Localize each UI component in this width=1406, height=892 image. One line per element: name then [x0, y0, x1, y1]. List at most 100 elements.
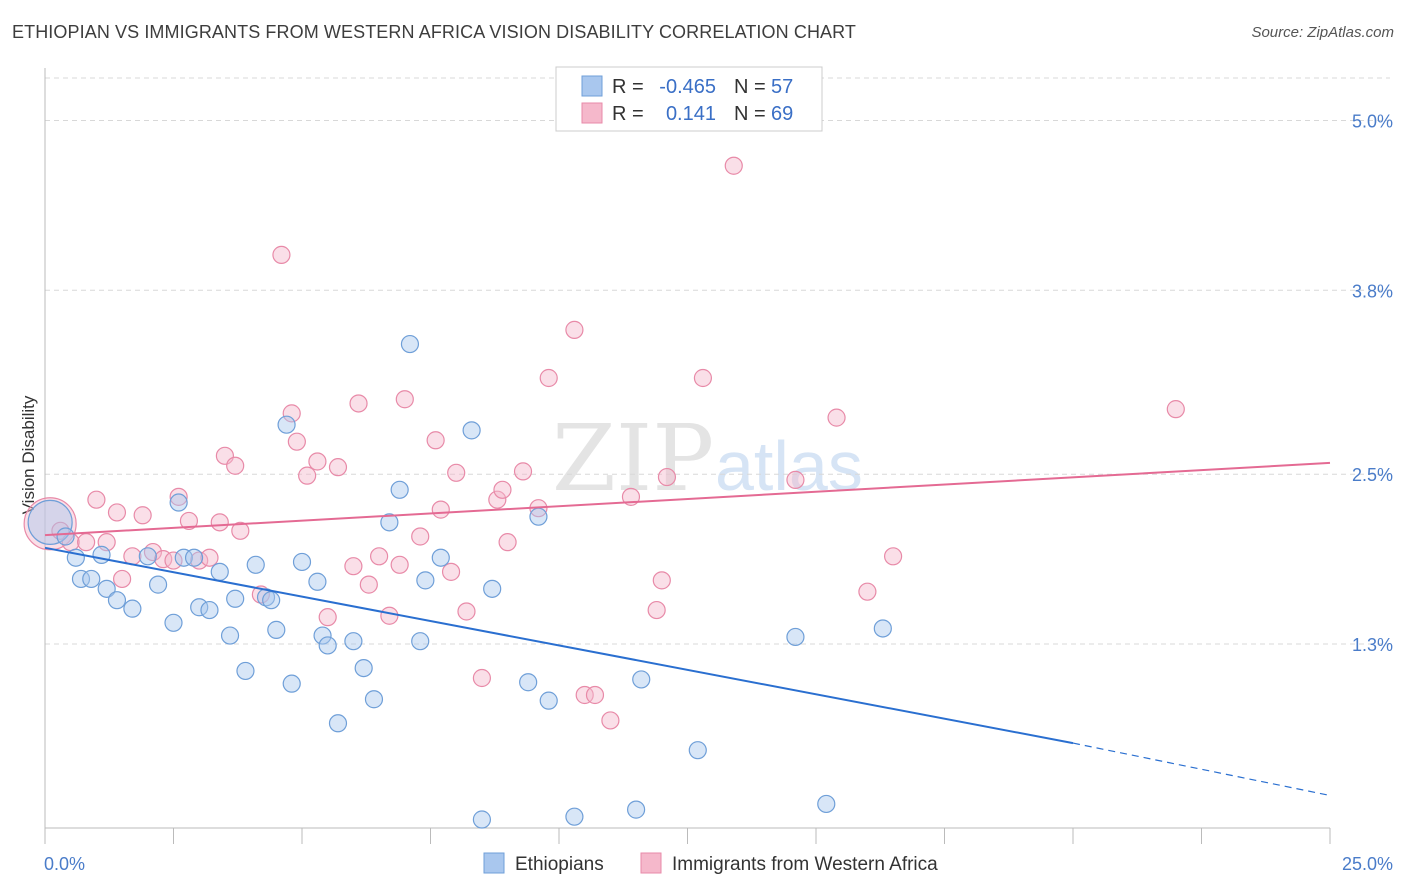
- immigrants-point-4: [87, 490, 106, 509]
- series-immigrants-western-africa: [23, 156, 1185, 730]
- immigrants-point-45: [498, 533, 517, 552]
- ethiopians-point-14: [184, 548, 204, 567]
- ethiopians-point-53: [873, 619, 892, 638]
- immigrants-point-25: [298, 466, 317, 485]
- immigrants-point-24: [287, 432, 306, 451]
- immigrants-point-6: [107, 503, 127, 522]
- ethiopians-point-3: [71, 569, 91, 589]
- ethiopians-point-18: [220, 626, 240, 645]
- immigrants-point-62: [1166, 400, 1185, 419]
- ethiopians-point-46: [539, 691, 558, 710]
- immigrants-point-44: [493, 480, 512, 499]
- immigrants-point-59: [827, 408, 846, 427]
- ethiopians-point-42: [472, 810, 491, 829]
- ethiopians-point-52: [817, 794, 836, 814]
- ethiopians-point-5: [92, 545, 111, 564]
- immigrants-point-35: [395, 390, 414, 409]
- immigrants-point-20: [231, 521, 250, 540]
- x-tick-label-1: 25.0%: [1342, 854, 1393, 874]
- ethiopians-point-45: [529, 507, 548, 526]
- immigrants-point-34: [390, 555, 409, 574]
- immigrants-point-15: [190, 551, 209, 570]
- ethiopians-point-19: [226, 589, 245, 608]
- ethiopians-point-7: [107, 591, 127, 610]
- trend-line-immigrants: [44, 461, 1331, 537]
- bottom-legend-label-immigrants: Immigrants from Western Africa: [672, 854, 938, 875]
- immigrants-point-63: [724, 156, 743, 175]
- legend-n-label-1: N =: [734, 76, 766, 98]
- ethiopians-point-41: [462, 421, 481, 440]
- ethiopians-point-25: [277, 415, 296, 434]
- immigrants-point-55: [652, 571, 671, 590]
- chart-title: ETHIOPIAN VS IMMIGRANTS FROM WESTERN AFR…: [12, 22, 857, 42]
- ethiopians-point-8: [123, 599, 142, 618]
- immigrants-point-23: [282, 404, 301, 423]
- ethiopians-point-44: [519, 673, 538, 692]
- ethiopians-point-47: [565, 807, 584, 826]
- ethiopians-point-24: [267, 620, 286, 639]
- series-legend: Ethiopians Immigrants from Western Afric…: [483, 852, 938, 875]
- ethiopians-point-50: [688, 741, 707, 760]
- ethiopians-point-28: [308, 572, 327, 591]
- ethiopians-point-37: [400, 334, 420, 354]
- ethiopians-point-21: [246, 555, 265, 574]
- y-tick-label-2: 3.8%: [1352, 281, 1393, 301]
- immigrants-point-52: [601, 711, 620, 730]
- y-tick-label-1: 2.5%: [1352, 465, 1393, 485]
- ethiopians-point-34: [364, 690, 384, 709]
- grid-lines: [45, 77, 1390, 645]
- ethiopians-point-12: [169, 493, 188, 512]
- ethiopians-point-33: [354, 658, 373, 678]
- correlation-legend: R = -0.465 N = 57 R = 0.141 N = 69: [555, 66, 823, 132]
- immigrants-point-42: [472, 668, 491, 688]
- y-tick-label-3: 5.0%: [1352, 111, 1393, 131]
- immigrants-point-14: [179, 511, 199, 531]
- ethiopians-point-38: [411, 632, 430, 651]
- trend-lines: [44, 461, 1331, 797]
- legend-r-value-1: -0.465: [659, 76, 716, 98]
- trend-line-ethiopians-extension: [1072, 742, 1331, 797]
- bottom-legend-label-ethiopians: Ethiopians: [515, 854, 604, 875]
- legend-r-value-2: 0.141: [666, 103, 716, 125]
- legend-n-value-1: 57: [771, 76, 793, 98]
- immigrants-point-26: [308, 452, 327, 471]
- immigrants-point-22: [272, 245, 291, 264]
- ethiopians-point-40: [431, 548, 450, 567]
- immigrants-point-48: [539, 368, 558, 388]
- immigrants-point-7: [112, 569, 132, 589]
- immigrants-point-56: [657, 467, 677, 487]
- legend-r-label-1: R =: [612, 76, 644, 98]
- immigrants-point-3: [77, 533, 96, 552]
- bottom-legend-swatch-ethiopians: [483, 852, 505, 874]
- watermark-atlas: atlas: [715, 427, 863, 505]
- y-axis-label: Vision Disability: [19, 395, 38, 514]
- legend-r-label-2: R =: [612, 103, 644, 125]
- ethiopians-point-1: [56, 527, 75, 546]
- immigrants-point-43: [488, 490, 507, 509]
- immigrants-point-51: [585, 685, 605, 705]
- immigrants-point-30: [349, 394, 368, 413]
- y-tick-labels: 1.3% 2.5% 3.8% 5.0%: [1352, 111, 1393, 655]
- ethiopians-point-17: [210, 562, 229, 581]
- ethiopians-point-26: [282, 674, 301, 693]
- immigrants-point-8: [123, 547, 142, 566]
- immigrants-point-17: [210, 513, 229, 532]
- immigrants-point-40: [447, 463, 466, 482]
- immigrants-point-36: [411, 527, 430, 546]
- ethiopians-point-27: [292, 552, 312, 572]
- immigrants-point-58: [786, 470, 805, 489]
- trend-line-ethiopians: [44, 546, 1074, 745]
- immigrants-point-57: [693, 368, 713, 388]
- legend-swatch-ethiopians: [581, 75, 603, 97]
- immigrants-point-39: [441, 562, 461, 581]
- immigrants-point-28: [328, 458, 348, 477]
- ethiopians-point-15: [190, 598, 209, 617]
- ethiopians-point-16: [200, 600, 219, 620]
- immigrants-point-9: [133, 506, 152, 525]
- immigrants-point-27: [318, 608, 337, 627]
- ethiopians-point-36: [390, 480, 409, 499]
- y-tick-label-0: 1.3%: [1352, 635, 1393, 655]
- axes: [44, 68, 1331, 844]
- x-tick-labels: 0.0% 25.0%: [44, 854, 1393, 874]
- immigrants-point-13: [169, 487, 188, 506]
